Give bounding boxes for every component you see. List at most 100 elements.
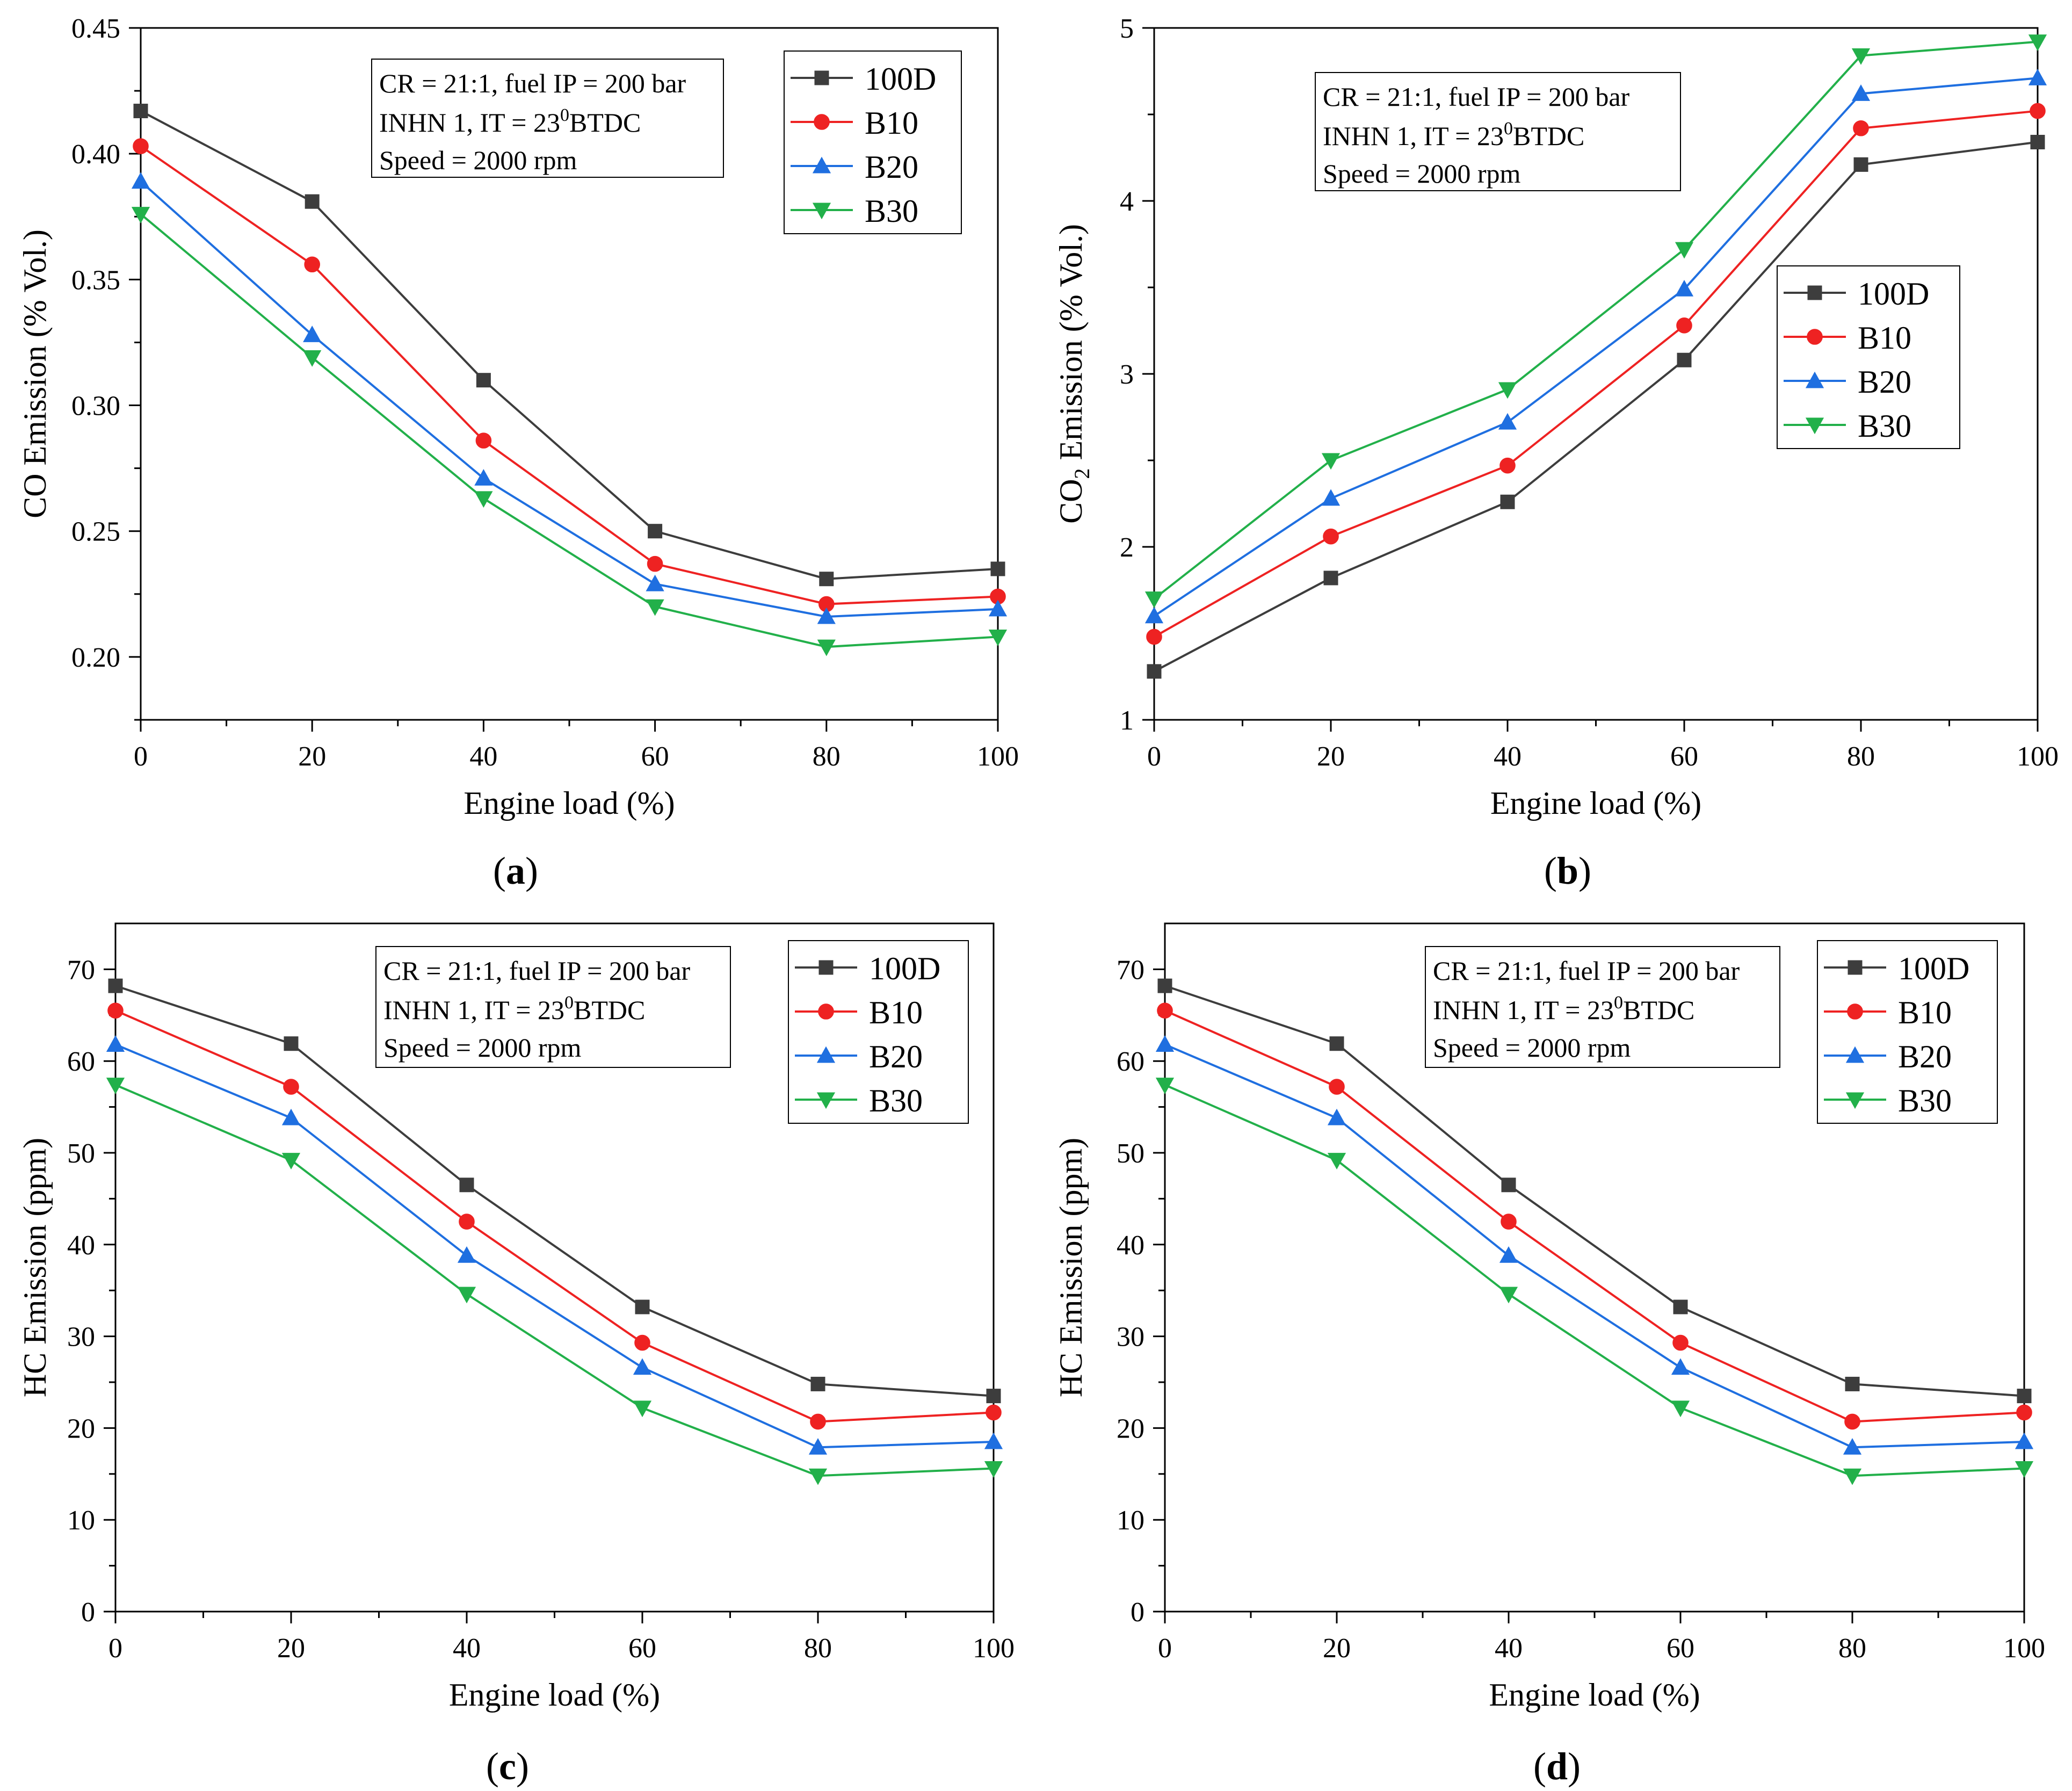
legend-marker-b30 — [812, 203, 831, 220]
annotation-line2-suffix: BTDC — [574, 995, 645, 1025]
y-tick-label: 0 — [81, 1597, 95, 1628]
data-point-100d — [1501, 1178, 1516, 1193]
hc-emission-chart-c: 0 20 40 60 80 100 0 10 20 30 40 50 60 70 Engine load (… — [17, 922, 1015, 1713]
series-line-b20 — [140, 180, 998, 618]
data-point-b10 — [283, 1079, 299, 1095]
data-point-b20 — [1327, 1108, 1346, 1125]
legend-marker-b20 — [816, 1046, 836, 1063]
data-point-b30 — [281, 1153, 301, 1169]
data-point-b30 — [808, 1468, 828, 1485]
data-point-b10 — [459, 1214, 475, 1230]
data-point-b10 — [1676, 317, 1692, 334]
data-point-b30 — [1144, 591, 1164, 608]
x-tick-label: 0 — [134, 741, 148, 772]
data-point-b30 — [2028, 34, 2047, 52]
y-tick-label: 0.40 — [71, 139, 120, 170]
legend-marker-100d — [1807, 285, 1822, 300]
y-axis-label: HC Emission (ppm) — [17, 1138, 53, 1397]
data-point-100d — [305, 194, 320, 209]
x-tick-label: 80 — [804, 1633, 832, 1664]
data-point-100d — [476, 373, 491, 388]
x-tick-label: 100 — [973, 1633, 1015, 1664]
data-point-b20 — [281, 1108, 301, 1125]
data-point-b10 — [1499, 457, 1516, 474]
annotation-line2: INHN 1, IT = 230BTDC — [1433, 993, 1694, 1025]
y-axis-label: HC Emission (ppm) — [1053, 1138, 1089, 1397]
x-tick-label: 40 — [453, 1633, 481, 1664]
annotation-line2: INHN 1, IT = 230BTDC — [383, 993, 645, 1025]
annotation-line1: CR = 21:1, fuel IP = 200 bar — [379, 68, 686, 98]
y-tick-label: 1 — [1120, 705, 1134, 736]
series-line-b30 — [115, 1084, 994, 1477]
data-point-100d — [986, 1389, 1001, 1404]
data-point-b20 — [106, 1035, 125, 1052]
caption-b: (b) — [1544, 849, 1591, 892]
data-point-b20 — [646, 574, 664, 591]
data-point-b10 — [1672, 1334, 1689, 1351]
annotation-line3: Speed = 2000 rpm — [379, 145, 577, 175]
legend-label-b20: B20 — [1858, 364, 1911, 400]
legend-label-100d: 100D — [1898, 951, 1969, 986]
legend-label-b10: B10 — [1898, 995, 1952, 1030]
data-point-b20 — [817, 607, 836, 624]
data-point-100d — [1323, 570, 1338, 586]
legend-box — [788, 940, 969, 1124]
x-tick-label: 60 — [641, 741, 669, 772]
data-point-b20 — [988, 600, 1008, 617]
data-point-b10 — [133, 138, 149, 154]
legend-label-b30: B30 — [1858, 408, 1911, 444]
x-tick-label: 0 — [108, 1633, 122, 1664]
annotation-line3: Speed = 2000 rpm — [1433, 1032, 1631, 1063]
panel-d: 0 20 40 60 80 100 0 10 20 30 40 50 60 70 Engine load (… — [1036, 896, 2072, 1791]
legend-marker-b10 — [814, 114, 830, 130]
y-tick-label: 60 — [67, 1046, 95, 1077]
hc-emission-chart-d: 0 20 40 60 80 100 0 10 20 30 40 50 60 70 Engine load (… — [1053, 922, 2045, 1713]
data-point-b30 — [1498, 382, 1517, 399]
data-point-b30 — [2015, 1461, 2034, 1478]
legend-marker-100d — [818, 960, 834, 975]
x-tick-label: 40 — [1494, 741, 1522, 772]
data-point-b10 — [475, 432, 492, 449]
x-tick-label: 0 — [1147, 741, 1161, 772]
annotation-line2-sup: 0 — [564, 993, 574, 1013]
x-axis-label: Engine load (%) — [449, 1677, 660, 1713]
annotation-box — [375, 946, 731, 1068]
y-tick-label: 0.35 — [71, 265, 120, 295]
annotation-line2-prefix: INHN 1, IT = 23 — [1433, 995, 1614, 1025]
y-tick-label: 0.30 — [71, 391, 120, 422]
y-tick-label: 20 — [67, 1413, 95, 1444]
data-point-b20 — [1675, 279, 1694, 297]
series-line-100d — [1164, 985, 2025, 1397]
data-point-b30 — [633, 1400, 652, 1418]
data-point-b20 — [1851, 84, 1871, 101]
data-point-100d — [1673, 1299, 1688, 1315]
data-point-b20 — [1499, 1246, 1518, 1263]
data-point-b10 — [304, 256, 321, 273]
y-tick-label: 0 — [1131, 1597, 1144, 1628]
legend-label-b20: B20 — [1898, 1039, 1952, 1074]
x-tick-label: 80 — [1847, 741, 1875, 772]
y-tick-label: 40 — [1117, 1230, 1144, 1261]
annotation-box — [1315, 72, 1681, 191]
legend-marker-b30 — [1845, 1092, 1865, 1109]
legend-marker-b30 — [816, 1092, 836, 1109]
series-line-100d — [140, 110, 998, 580]
legend-label-100d: 100D — [1858, 276, 1929, 312]
data-point-100d — [284, 1036, 299, 1051]
annotation-line2-suffix: BTDC — [1623, 995, 1694, 1025]
legend-label-b10: B10 — [869, 995, 923, 1030]
legend-label-100d: 100D — [869, 951, 940, 986]
data-point-b30 — [646, 599, 664, 616]
y-tick-label: 10 — [1117, 1505, 1144, 1536]
panel-b: 0 20 40 60 80 100 1 2 3 4 5 Engine load (%) CO2 Emis… — [1036, 0, 2072, 896]
legend-label-100d: 100D — [865, 61, 936, 97]
series-line-b10 — [115, 1009, 994, 1423]
annotation-line2-sup: 0 — [1504, 119, 1513, 139]
data-point-b20 — [1155, 1035, 1175, 1052]
legend-label-b10: B10 — [1858, 320, 1911, 356]
y-tick-label: 2 — [1120, 532, 1134, 563]
data-point-b10 — [986, 1404, 1002, 1421]
data-point-b20 — [303, 326, 322, 342]
annotation-line3: Speed = 2000 rpm — [1323, 158, 1521, 189]
y-tick-label: 70 — [1117, 955, 1144, 985]
